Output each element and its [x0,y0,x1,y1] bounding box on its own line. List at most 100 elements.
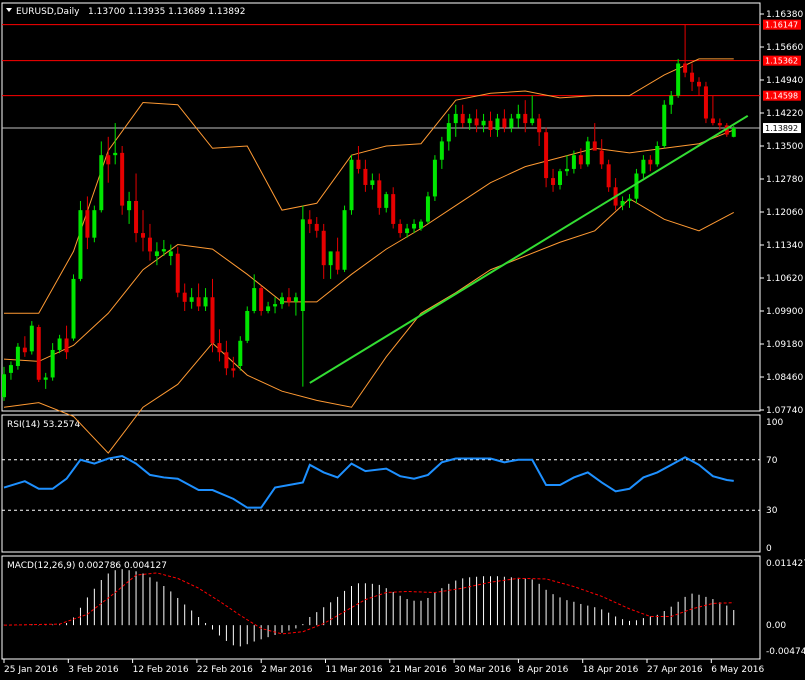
price-tick-label: 1.16380 [766,10,803,20]
chart-ohlc: 1.13700 1.13935 1.13689 1.13892 [88,7,245,17]
macd-histogram [3,569,735,647]
candle [127,191,132,224]
candle-body [425,196,430,222]
candle [662,100,667,149]
candle [113,123,118,165]
level-tag-label: 1.14598 [765,92,798,101]
candle-body [439,141,444,160]
candle [620,196,625,211]
candle [99,141,104,213]
candle-body [446,123,451,142]
candle [266,301,271,314]
candle-body [113,152,118,156]
candle [599,139,604,169]
candle [669,91,674,114]
candle [537,113,542,146]
candle [286,288,291,307]
candle [516,104,521,128]
candle-body [530,118,535,124]
trendline[interactable] [309,114,749,384]
rsi-tick-label: 30 [766,506,778,516]
candle-body [509,118,514,128]
price-tick-label: 1.09180 [766,340,803,350]
candle [64,325,69,360]
candle [571,150,576,174]
price-tick-label: 1.10620 [766,274,803,284]
candle-body [488,120,493,130]
candle-body [141,233,145,238]
candle-body [405,228,410,234]
candle-body [147,237,152,252]
bollinger-lower [3,198,734,454]
candle-body [175,253,180,293]
candle-body [662,104,667,146]
candle-body [280,297,284,305]
candle-body [432,159,437,197]
candle-body [481,120,486,126]
candle [495,113,500,137]
candle-body [412,223,417,229]
price-tick-label: 1.15660 [766,43,803,53]
candle [224,340,229,376]
candle-body [43,377,48,380]
candle-body [85,210,90,238]
candle-body [224,352,229,369]
rsi-tick-label: 70 [766,456,778,466]
triangle-down-icon[interactable] [6,8,12,12]
candle [412,219,417,234]
candlesticks [2,24,736,401]
candle-body [134,201,139,234]
candle-body [690,72,695,82]
candle-body [321,230,326,266]
candle-body [57,338,62,350]
candle-body [620,201,625,206]
candle [85,196,90,250]
candle-body [273,304,278,307]
candle [175,246,180,298]
candle-body [724,125,729,135]
candle-body [328,251,333,266]
candle-body [22,347,27,353]
rsi-tick-label: 0 [766,544,772,554]
candle [141,210,145,252]
candle [690,63,695,91]
candle-body [210,297,215,344]
candle [238,336,243,371]
candle [161,239,166,256]
candle [377,173,382,215]
candle [606,159,611,192]
candle-body [544,132,549,179]
candle [676,58,681,98]
bollinger-middle [3,129,734,362]
candle [252,274,257,314]
candle [432,155,437,201]
candle [585,136,590,167]
candle-body [217,343,222,353]
bollinger-bands [3,58,734,454]
candle-body [50,349,55,378]
candle-body [259,288,264,311]
candle-body [537,118,542,133]
candle-body [710,118,715,124]
time-tick-label: 18 Apr 2016 [583,665,639,675]
candle [703,81,708,124]
candle-body [585,141,590,165]
candle [300,205,305,387]
candle [474,109,479,133]
candle [425,191,430,224]
candle [71,274,76,341]
candle-body [314,223,319,231]
candle [488,111,493,137]
candle-body [154,251,159,256]
candle-body [599,150,604,165]
candle-body [161,249,166,252]
chart-symbol: EURUSD,Daily [16,7,80,17]
candle-body [564,168,569,172]
candle-body [377,180,382,208]
candle [15,343,20,370]
candle [168,244,173,266]
candle [36,324,41,383]
time-tick-label: 27 Apr 2016 [647,665,703,675]
candle [398,219,403,238]
